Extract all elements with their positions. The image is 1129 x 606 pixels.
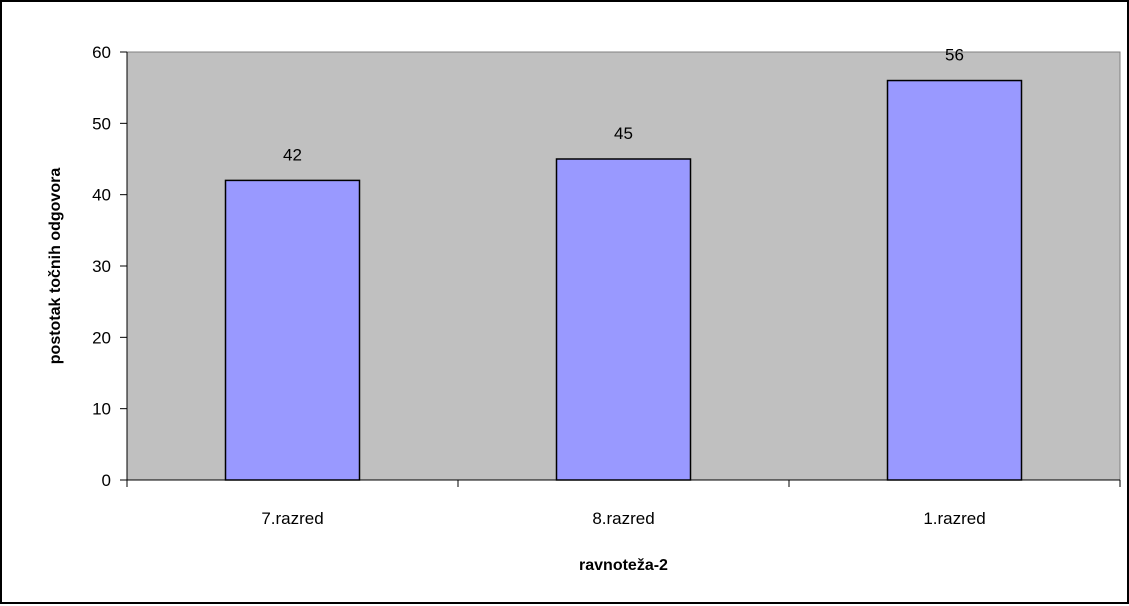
- bars-group: [224, 79, 1023, 481]
- bar-8.razred: [555, 158, 692, 481]
- data-labels-group: 42 45 56: [283, 46, 964, 165]
- y-axis-ticks: 0 10 20 30 40 50 60: [92, 43, 127, 490]
- y-tick-label: 30: [92, 257, 111, 276]
- y-tick-label: 60: [92, 43, 111, 62]
- x-tick-label: 1.razred: [923, 509, 985, 528]
- y-tick-label: 0: [102, 471, 111, 490]
- x-axis-ticks: 7.razred 8.razred 1.razred: [126, 480, 1121, 528]
- x-tick-label: 8.razred: [592, 509, 654, 528]
- y-tick-label: 20: [92, 328, 111, 347]
- data-label-8.razred: 45: [614, 124, 633, 143]
- y-axis-title: postotak točnih odgovora: [47, 168, 64, 365]
- y-tick-label: 50: [92, 114, 111, 133]
- y-tick-label: 40: [92, 186, 111, 205]
- data-label-1.razred: 56: [945, 46, 964, 65]
- data-label-7.razred: 42: [283, 145, 302, 164]
- bar-7.razred: [224, 179, 361, 481]
- x-tick-label: 7.razred: [261, 509, 323, 528]
- y-tick-label: 10: [92, 400, 111, 419]
- bar-1.razred: [886, 79, 1023, 481]
- x-axis-title: ravnoteža-2: [579, 557, 668, 574]
